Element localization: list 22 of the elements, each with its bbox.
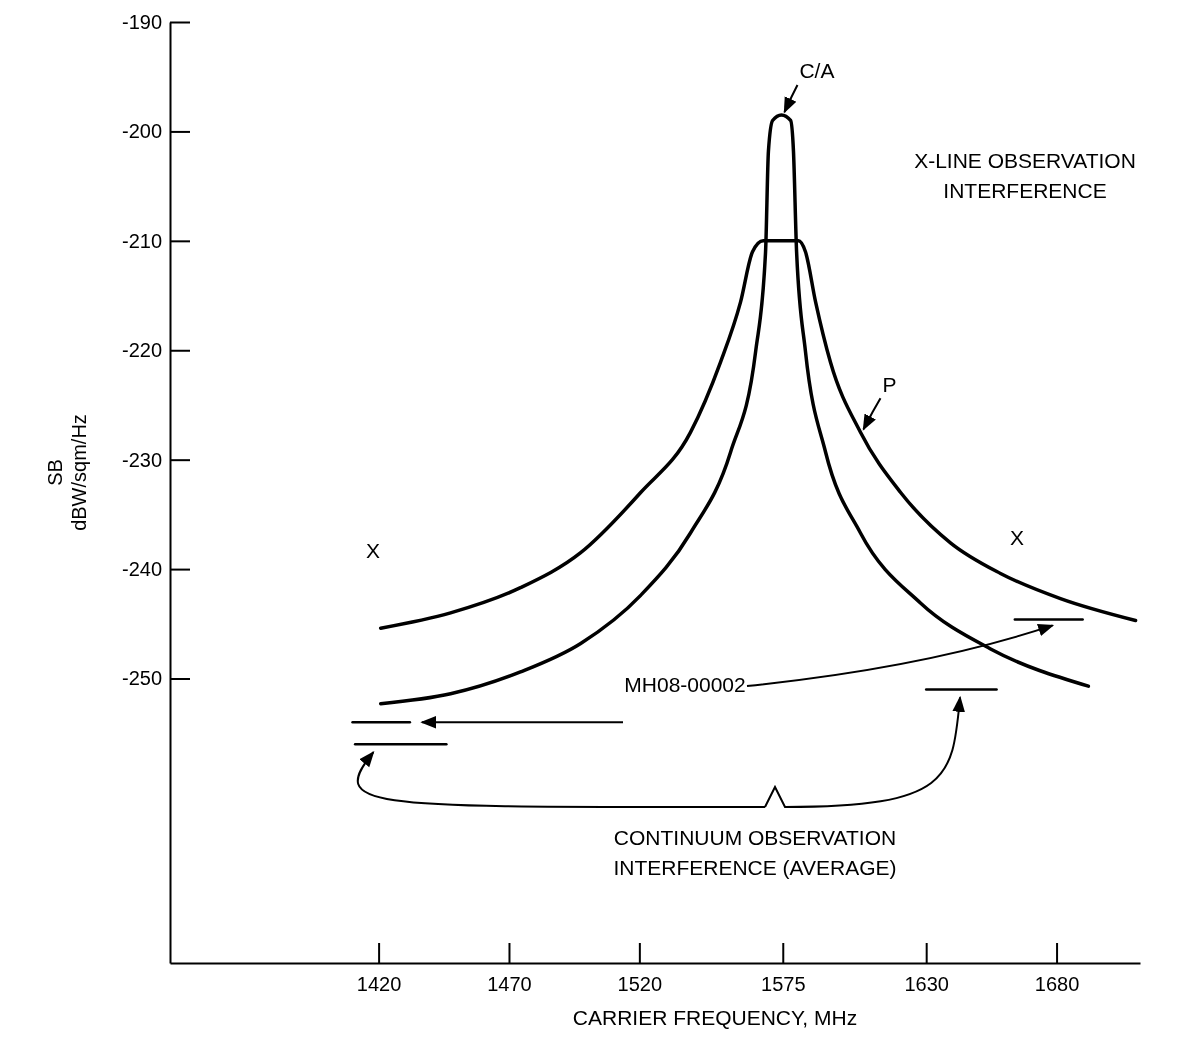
y-tick-label: -210 <box>121 229 162 252</box>
x-tick-label: 1470 <box>487 973 532 996</box>
y-tick-label: -200 <box>121 120 162 143</box>
x-axis-title: CARRIER FREQUENCY, MHz <box>572 1006 858 1029</box>
y-axis-title: SB dBW/sqm/Hz <box>44 414 90 531</box>
annotation: MH08-00002 <box>624 673 746 696</box>
y-tick-label: -240 <box>121 557 162 580</box>
y-tick-label: -230 <box>121 448 162 471</box>
x-tick-label: 1575 <box>761 973 806 996</box>
y-tick-label: -220 <box>121 339 162 362</box>
annotation: X <box>1009 526 1025 549</box>
annotation: CONTINUUM OBSERVATION INTERFERENCE (AVERAGE) <box>613 826 897 879</box>
series-label: P <box>882 372 897 396</box>
x-tick-label: 1520 <box>617 973 663 996</box>
y-tick-label: -190 <box>121 10 162 33</box>
x-tick-label: 1680 <box>1034 973 1080 996</box>
series-label: C/A <box>799 59 835 83</box>
annotation: X-LINE OBSERVATION INTERFERENCE <box>914 149 1136 202</box>
annotation: X <box>365 539 381 562</box>
x-tick-label: 1420 <box>356 973 402 996</box>
x-tick-label: 1630 <box>904 973 949 996</box>
y-tick-label: -250 <box>121 667 162 690</box>
